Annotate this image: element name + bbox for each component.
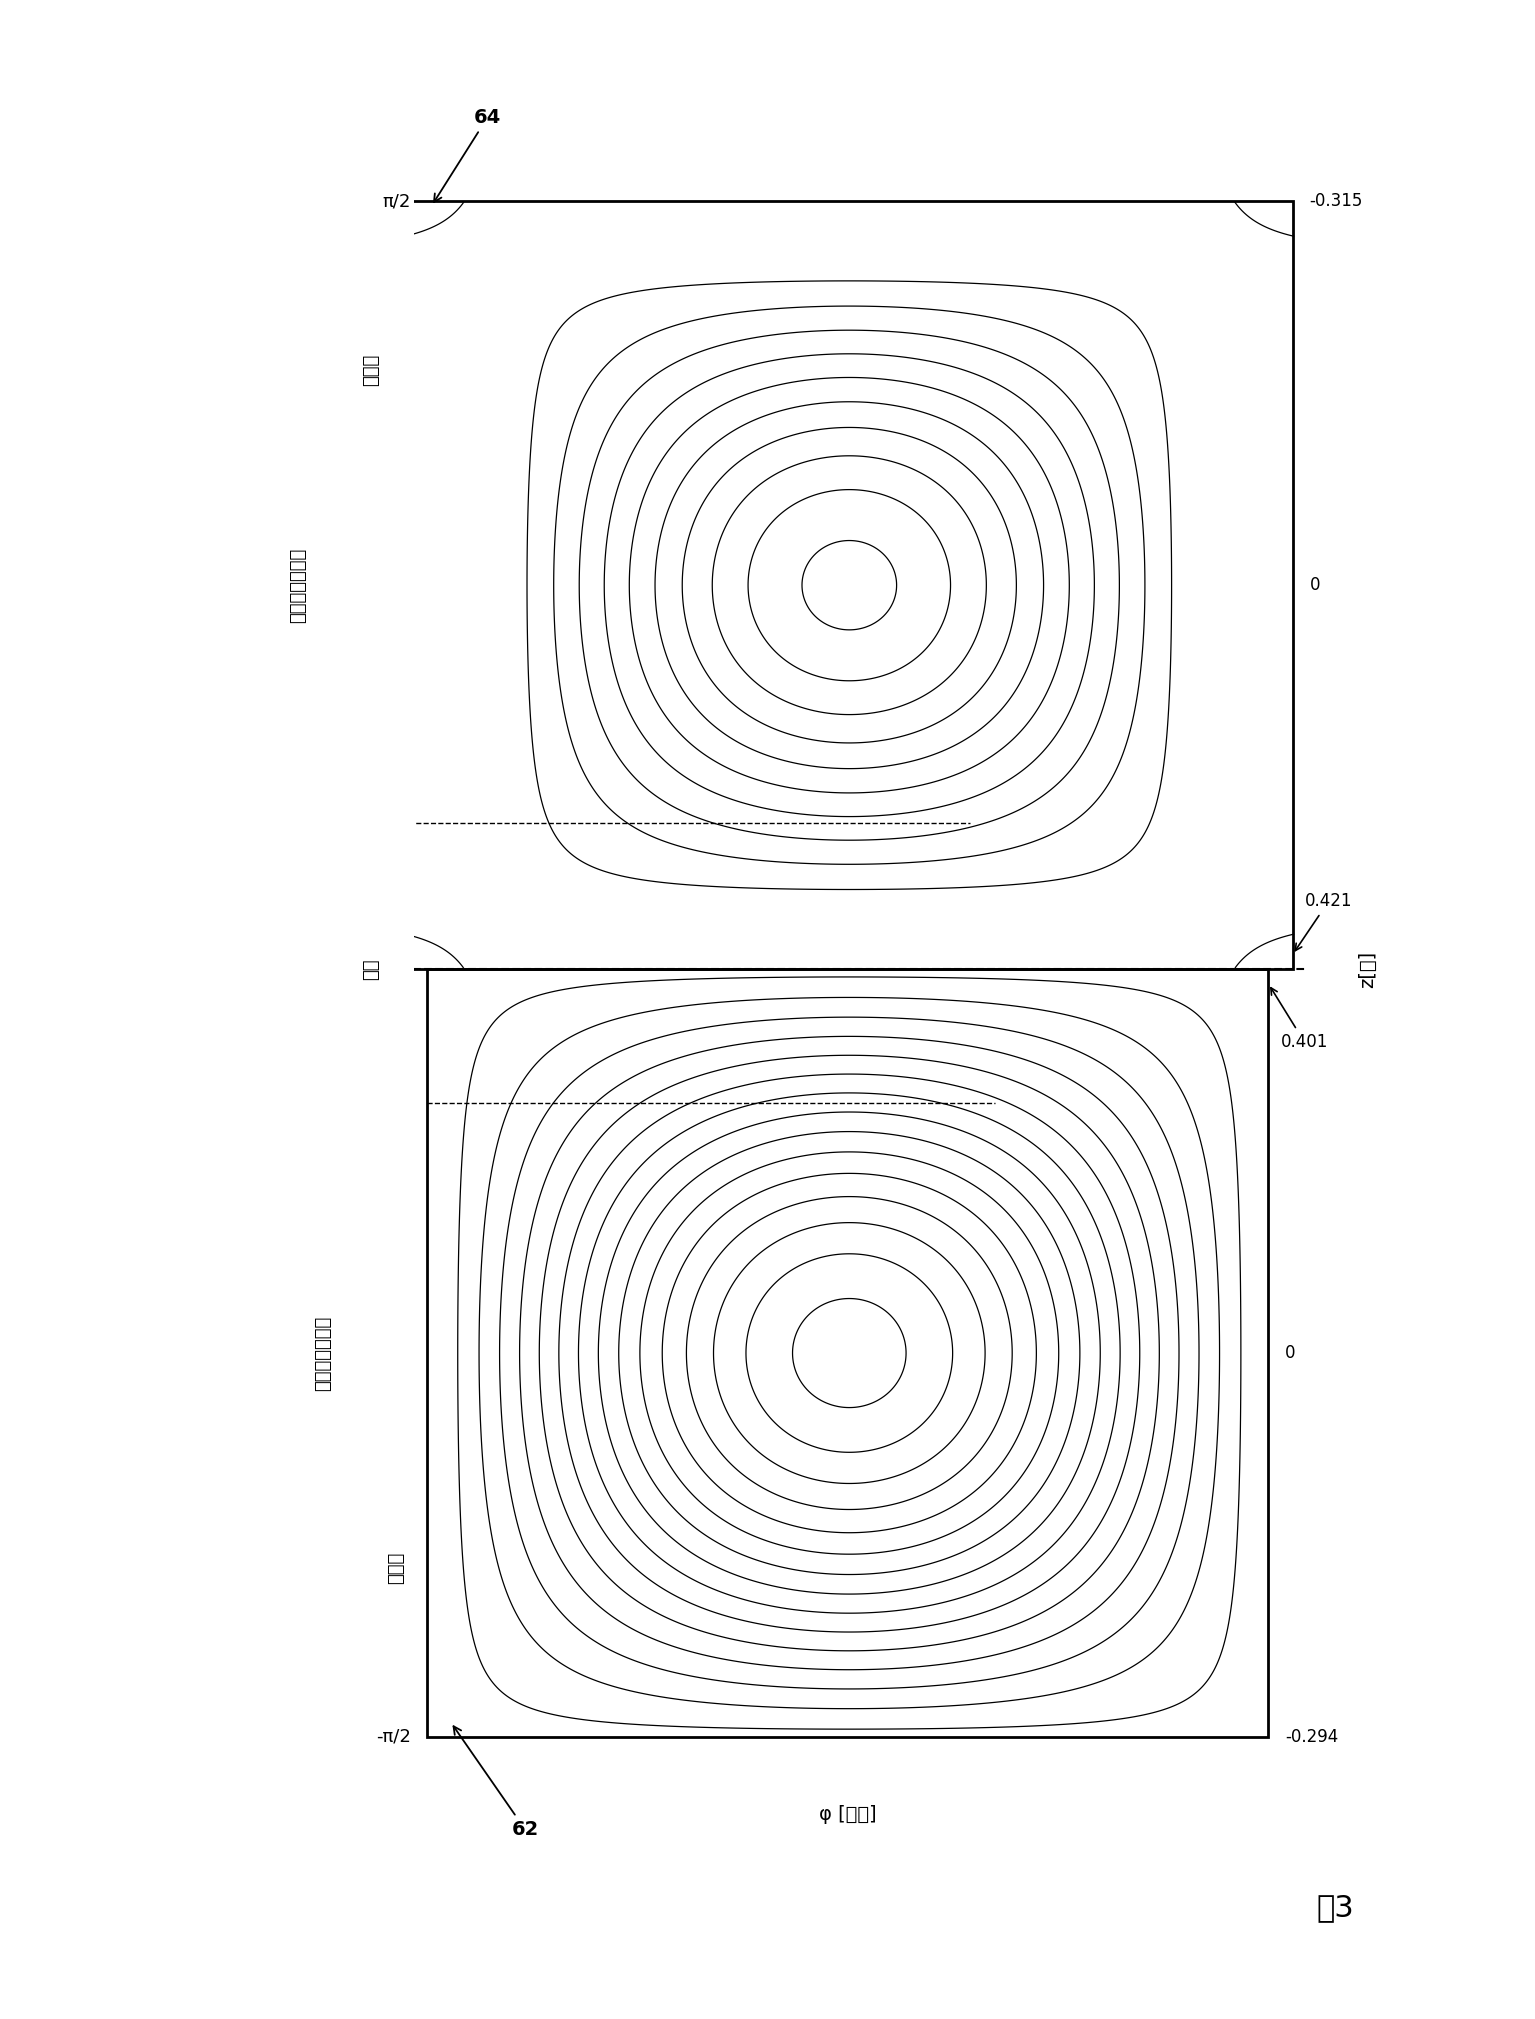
Bar [401,202,1292,969]
Text: φ [弧度]: φ [弧度] [818,1805,876,1825]
Text: -π/2: -π/2 [376,1728,411,1746]
Text: 远端: 远端 [362,959,379,979]
Text: 患者端: 患者端 [387,1553,405,1585]
Text: -0.315: -0.315 [1309,192,1363,210]
Text: 62: 62 [453,1726,539,1839]
Text: -0.294: -0.294 [1285,1728,1339,1746]
Text: 初级线圈回路组: 初级线圈回路组 [315,1316,333,1391]
Text: 0.421: 0.421 [1296,892,1352,951]
Text: 屏蔽线圈回路组: 屏蔽线圈回路组 [289,547,307,622]
Text: 图3: 图3 [1317,1894,1354,1922]
Text: π/2: π/2 [382,192,411,210]
Text: 患者端: 患者端 [362,353,379,386]
Text: 64: 64 [434,109,500,202]
Bar [427,969,1268,1736]
Text: 0: 0 [1285,1345,1296,1363]
Text: 0: 0 [1309,575,1320,594]
Text: 0.401: 0.401 [1271,987,1328,1050]
Text: z[米]: z[米] [1358,951,1377,987]
